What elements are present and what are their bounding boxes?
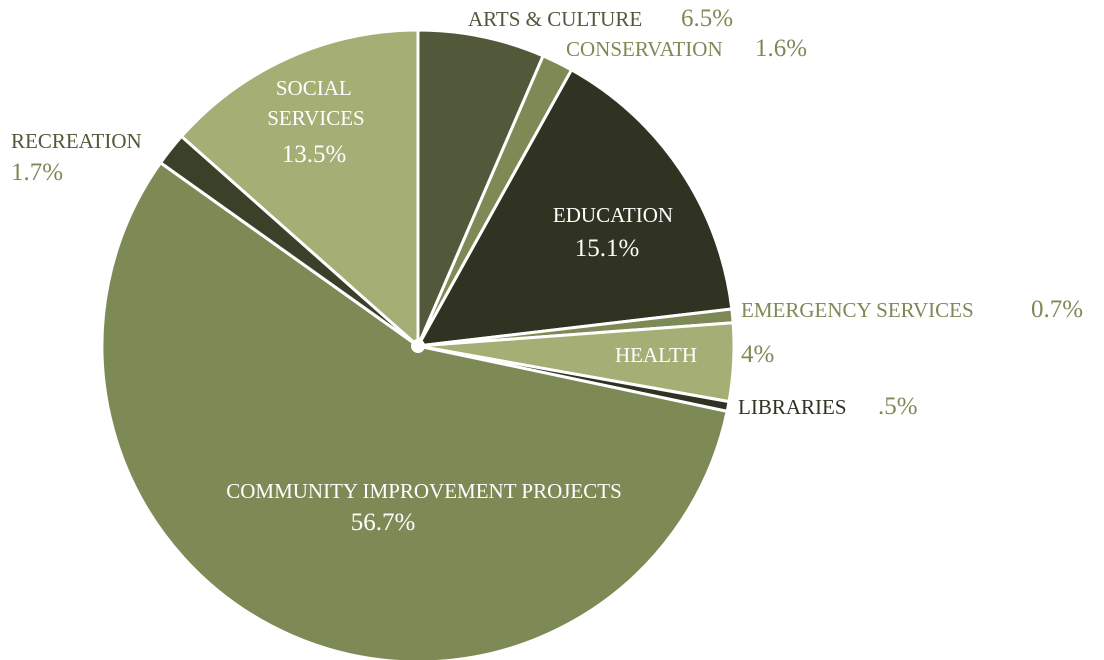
label-social-services-line-2: SERVICES <box>267 106 365 130</box>
pct-health: 4% <box>741 341 774 368</box>
slice-community-improvement-projects <box>100 161 729 660</box>
pct-libraries: .5% <box>878 393 918 420</box>
slice-arts-culture <box>416 28 545 348</box>
label-education: EDUCATION <box>553 203 673 227</box>
pie-slices <box>100 28 736 660</box>
label-conservation: CONSERVATION <box>566 37 723 61</box>
pie-center-dot <box>411 339 425 353</box>
pct-arts-culture: 6.5% <box>681 5 733 32</box>
label-emergency-services: EMERGENCY SERVICES <box>741 298 974 322</box>
label-libraries: LIBRARIES <box>738 395 847 419</box>
label-community-improvement-projects: COMMUNITY IMPROVEMENT PROJECTS <box>226 479 622 503</box>
label-health: HEALTH <box>615 343 697 367</box>
slice-education <box>416 68 734 348</box>
label-social-services-line-1: SOCIAL <box>276 76 351 100</box>
pct-social-services: 13.5% <box>282 141 347 168</box>
pct-emergency-services: 0.7% <box>1031 296 1083 323</box>
pct-conservation: 1.6% <box>755 35 807 62</box>
label-social-services: SOCIAL SERVICES <box>267 76 365 130</box>
slice-social-services <box>180 28 420 348</box>
pct-education: 15.1% <box>575 235 640 262</box>
pct-community-improvement-projects: 56.7% <box>351 509 416 536</box>
pct-recreation: 1.7% <box>11 159 63 186</box>
label-arts-culture: ARTS & CULTURE <box>468 7 642 31</box>
label-recreation: RECREATION <box>11 129 142 153</box>
